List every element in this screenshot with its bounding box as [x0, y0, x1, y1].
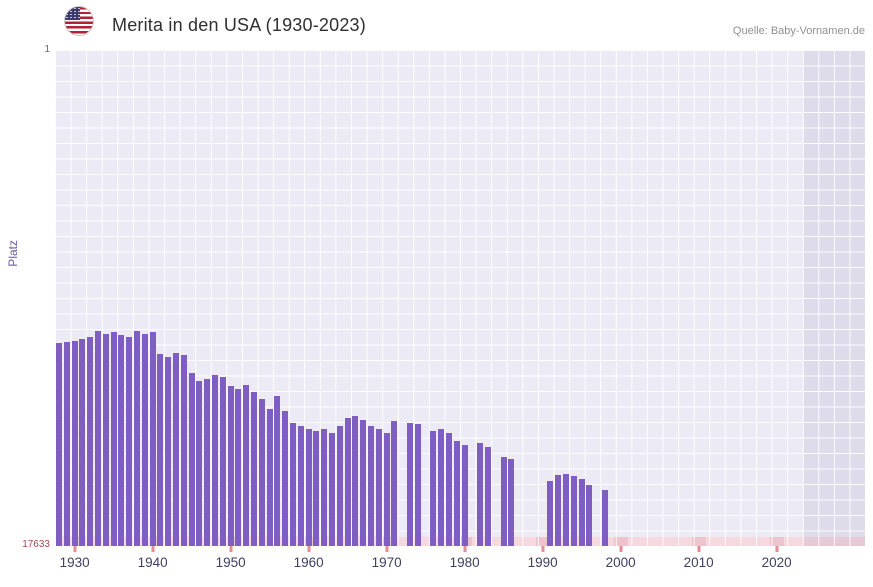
- bar-1931: [79, 339, 86, 546]
- plot-area: [55, 50, 865, 546]
- bar-1973: [407, 422, 413, 546]
- bar-1929: [63, 341, 70, 546]
- bar-1991: [547, 480, 554, 546]
- bar-1942: [165, 356, 172, 546]
- bar-1964: [336, 425, 343, 546]
- bar-1940: [149, 331, 156, 546]
- y-axis-max-label: 1: [44, 44, 50, 55]
- bar-1994: [570, 475, 577, 546]
- bar-1967: [360, 419, 367, 546]
- bar-1950: [227, 385, 234, 546]
- x-tick-mark: [307, 546, 311, 552]
- bar-1986: [508, 458, 515, 546]
- x-tick-label: 1930: [59, 555, 90, 570]
- bar-1932: [87, 337, 94, 546]
- bar-1938: [134, 330, 140, 546]
- bar-1985: [500, 456, 507, 546]
- x-tick-mark: [775, 546, 779, 552]
- bar-1943: [173, 352, 179, 546]
- y-axis-title: Platz: [6, 240, 20, 267]
- bar-1935: [110, 331, 117, 546]
- bar-1978: [446, 432, 452, 546]
- bar-1976: [430, 430, 437, 546]
- bar-1965: [344, 417, 351, 546]
- bar-1974: [414, 424, 421, 546]
- us-flag-canton: [65, 7, 80, 20]
- bar-1933: [95, 330, 101, 546]
- bar-1930: [71, 341, 78, 546]
- bar-1946: [196, 380, 203, 546]
- x-tick-label: 1990: [527, 555, 558, 570]
- bar-1945: [188, 372, 195, 546]
- bar-1953: [251, 391, 257, 546]
- y-axis-min-label: 17633: [22, 539, 50, 550]
- bar-1993: [563, 473, 569, 546]
- bar-1992: [555, 474, 562, 546]
- bar-1955: [266, 408, 273, 546]
- bar-1969: [375, 428, 382, 546]
- bar-1983: [485, 446, 491, 546]
- bar-1928: [56, 342, 62, 546]
- x-tick-label: 1970: [371, 555, 402, 570]
- bar-1937: [126, 336, 133, 546]
- bar-1960: [305, 428, 312, 546]
- x-tick-label: 1950: [215, 555, 246, 570]
- bar-1980: [461, 444, 468, 546]
- bar-1998: [602, 490, 608, 546]
- x-tick-label: 1980: [449, 555, 480, 570]
- bar-1962: [321, 428, 328, 546]
- bar-1956: [274, 395, 281, 546]
- x-axis: 1930 1940 1950 1960 1970 1980 1990 2000 2010 2020: [55, 546, 865, 580]
- x-tick-mark: [385, 546, 389, 552]
- source-link[interactable]: Quelle: Baby-Vornamen.de: [732, 25, 865, 37]
- bar-1936: [118, 334, 125, 546]
- x-tick-mark: [73, 546, 77, 552]
- bar-1971: [391, 420, 398, 546]
- x-tick-mark: [541, 546, 545, 552]
- bar-1996: [586, 484, 593, 546]
- page-title: Merita in den USA (1930-2023): [112, 15, 366, 35]
- x-tick-mark: [229, 546, 233, 552]
- bar-1968: [368, 425, 374, 546]
- bar-1949: [219, 376, 226, 546]
- bar-1948: [212, 374, 218, 546]
- x-tick-mark: [619, 546, 623, 552]
- x-tick-label: 1940: [137, 555, 168, 570]
- bar-1959: [297, 425, 304, 546]
- us-flag-icon: [64, 6, 94, 36]
- bar-1952: [243, 384, 250, 546]
- bar-1954: [258, 398, 265, 546]
- bar-1977: [438, 428, 445, 546]
- bar-1982: [477, 442, 484, 546]
- bar-1941: [157, 353, 164, 546]
- bar-1995: [578, 478, 585, 546]
- x-tick-label: 1960: [293, 555, 324, 570]
- x-tick-label: 2000: [605, 555, 636, 570]
- bar-1958: [290, 422, 296, 546]
- plot-bars: [55, 50, 865, 546]
- bar-1979: [453, 440, 460, 546]
- bar-1944: [180, 354, 187, 546]
- x-tick-label: 2010: [683, 555, 714, 570]
- x-tick-label: 2020: [761, 555, 792, 570]
- bar-1970: [383, 432, 390, 546]
- bar-1951: [235, 388, 242, 546]
- bar-1961: [313, 430, 320, 546]
- bar-1963: [329, 432, 335, 546]
- bar-1957: [282, 410, 289, 546]
- x-tick-mark: [697, 546, 701, 552]
- bar-1947: [204, 378, 211, 546]
- bar-1966: [352, 415, 359, 546]
- bar-1939: [141, 333, 148, 546]
- x-tick-mark: [151, 546, 155, 552]
- bar-1934: [102, 333, 109, 546]
- x-tick-mark: [463, 546, 467, 552]
